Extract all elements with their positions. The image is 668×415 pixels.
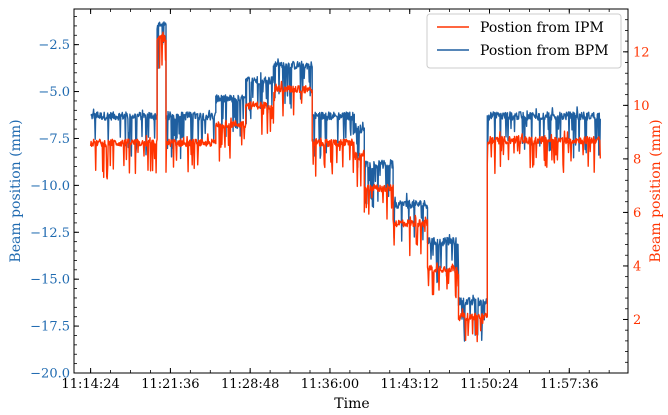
legend: Postion from IPM Postion from BPM [426, 13, 622, 69]
y-right-tick-label: 12 [633, 45, 650, 60]
x-tick-label: 11:28:48 [221, 377, 279, 392]
y-axis-left-title: Beam position (mm) [8, 119, 24, 262]
y-left-tick-label: −17.5 [30, 320, 70, 335]
y-right-tick-label: 10 [633, 99, 650, 114]
y-right-tick-label: 2 [633, 313, 641, 328]
x-tick-label: 11:21:36 [141, 377, 199, 392]
legend-label-bpm: Postion from BPM [480, 43, 609, 59]
x-tick-label: 11:43:12 [381, 377, 439, 392]
y-left-tick-label: −15.0 [30, 273, 70, 288]
x-axis-title: Time [334, 396, 369, 412]
x-tick-label: 11:14:24 [61, 377, 119, 392]
x-tick-label: 11:57:36 [540, 377, 598, 392]
x-tick-label: 11:50:24 [460, 377, 518, 392]
legend-label-ipm: Postion from IPM [480, 20, 604, 36]
series-line-ipm [89, 31, 601, 343]
legend-box [426, 13, 622, 69]
y-axis-right-title: Beam position (mm) [648, 119, 664, 262]
y-left-tick-label: −2.5 [38, 38, 70, 53]
y-left-tick-label: −7.5 [38, 132, 70, 147]
series-layer [89, 21, 601, 343]
y-left-tick-label: −12.5 [30, 226, 70, 241]
y-left-tick-label: −5.0 [38, 85, 70, 100]
y-left-tick-label: −20.0 [30, 367, 70, 382]
y-left-tick-label: −10.0 [30, 179, 70, 194]
ticks-layer: 11:14:24 11:21:36 11:28:48 11:36:00 11:43:12… [30, 9, 650, 392]
y-right-tick-label: 4 [633, 259, 641, 274]
x-tick-label: 11:36:00 [301, 377, 359, 392]
y-right-tick-label: 6 [633, 206, 641, 221]
series-line-bpm [90, 21, 601, 342]
y-right-tick-label: 8 [633, 152, 641, 167]
